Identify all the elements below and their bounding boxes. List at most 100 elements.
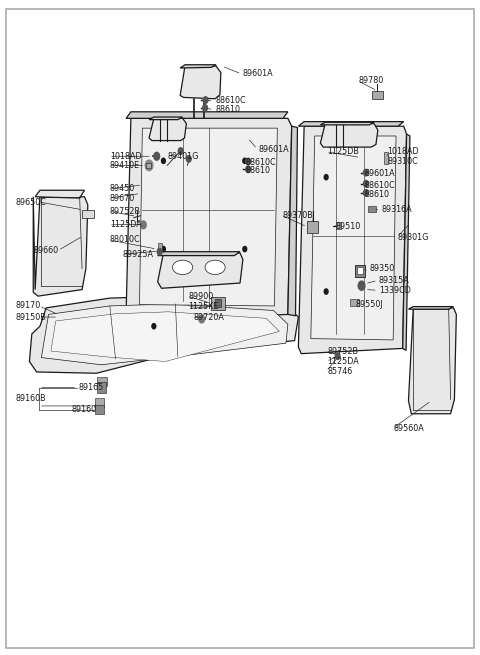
Bar — [372, 91, 383, 99]
Polygon shape — [288, 126, 298, 316]
Polygon shape — [126, 119, 292, 321]
Text: 89650C: 89650C — [15, 198, 46, 206]
Polygon shape — [311, 136, 396, 340]
Circle shape — [203, 97, 208, 103]
Text: 1125DA: 1125DA — [327, 357, 359, 366]
Text: 89370B: 89370B — [282, 210, 313, 219]
Circle shape — [246, 166, 251, 173]
Polygon shape — [157, 252, 240, 255]
Text: 89301G: 89301G — [398, 233, 429, 242]
Text: 89310C: 89310C — [387, 157, 418, 166]
Polygon shape — [299, 122, 404, 126]
Circle shape — [358, 281, 365, 290]
Circle shape — [161, 246, 165, 252]
Polygon shape — [408, 308, 456, 414]
Bar — [97, 377, 107, 386]
Text: 89550J: 89550J — [356, 300, 384, 309]
Polygon shape — [408, 307, 454, 309]
Text: 89401G: 89401G — [167, 152, 199, 160]
Text: 89925A: 89925A — [123, 250, 154, 259]
Text: 89560A: 89560A — [393, 424, 424, 434]
Text: 89720A: 89720A — [193, 313, 224, 322]
Text: 88610: 88610 — [245, 166, 270, 175]
Polygon shape — [149, 119, 186, 141]
Bar — [96, 405, 104, 414]
Text: 89450: 89450 — [110, 185, 135, 193]
Text: 88610C: 88610C — [364, 181, 395, 189]
Polygon shape — [403, 134, 410, 350]
Circle shape — [243, 159, 247, 164]
Ellipse shape — [172, 260, 192, 274]
Circle shape — [186, 156, 191, 162]
Polygon shape — [35, 190, 84, 198]
Text: 1018AD: 1018AD — [387, 147, 419, 156]
Text: 89900: 89900 — [188, 291, 214, 301]
Text: 89660: 89660 — [33, 246, 59, 255]
Text: 89510: 89510 — [336, 222, 361, 231]
Circle shape — [145, 160, 153, 171]
Circle shape — [363, 189, 368, 196]
Text: 89315A: 89315A — [379, 276, 409, 285]
Text: 1125KE: 1125KE — [188, 302, 219, 311]
Circle shape — [154, 153, 159, 160]
Polygon shape — [299, 126, 407, 354]
Circle shape — [178, 148, 183, 155]
Text: 89165: 89165 — [78, 383, 104, 392]
Text: 89170: 89170 — [15, 301, 40, 310]
Bar — [211, 297, 225, 310]
Text: 1339CD: 1339CD — [379, 286, 411, 295]
Polygon shape — [41, 304, 288, 365]
Circle shape — [335, 353, 340, 360]
Circle shape — [199, 315, 204, 323]
Text: 89670: 89670 — [110, 194, 135, 202]
Circle shape — [152, 324, 156, 329]
Text: 1018AD: 1018AD — [110, 152, 142, 160]
Polygon shape — [29, 296, 299, 373]
Polygon shape — [180, 65, 216, 68]
Text: 89601A: 89601A — [242, 69, 273, 79]
Bar — [350, 299, 359, 306]
Circle shape — [243, 246, 247, 252]
Circle shape — [324, 174, 328, 179]
Text: 88610: 88610 — [364, 191, 389, 199]
Text: 89160B: 89160B — [15, 394, 46, 403]
Text: 89752B: 89752B — [327, 346, 358, 356]
Text: 89601A: 89601A — [258, 145, 289, 153]
Circle shape — [141, 221, 146, 229]
Circle shape — [246, 159, 251, 165]
Bar — [368, 206, 376, 212]
Circle shape — [203, 105, 207, 111]
Circle shape — [161, 159, 165, 164]
Circle shape — [324, 289, 328, 294]
Text: 89410E: 89410E — [110, 161, 140, 170]
Polygon shape — [321, 124, 378, 147]
Polygon shape — [126, 112, 288, 119]
Circle shape — [363, 170, 368, 176]
Text: 89160: 89160 — [72, 405, 96, 415]
Text: 89780: 89780 — [359, 76, 384, 85]
Polygon shape — [321, 122, 374, 125]
Polygon shape — [51, 312, 279, 362]
Bar — [96, 398, 104, 407]
Polygon shape — [140, 128, 277, 306]
Bar — [384, 153, 388, 164]
Polygon shape — [149, 117, 182, 120]
Text: 85746: 85746 — [327, 367, 352, 376]
Text: 1125DA: 1125DA — [110, 220, 142, 229]
Circle shape — [363, 180, 368, 187]
Bar — [82, 210, 94, 217]
Text: 88010C: 88010C — [110, 235, 141, 244]
Polygon shape — [33, 196, 88, 296]
Text: 89350: 89350 — [369, 263, 395, 272]
Text: 88610: 88610 — [215, 105, 240, 115]
Bar — [307, 221, 318, 233]
Text: 89601A: 89601A — [364, 169, 395, 178]
Bar — [146, 163, 151, 168]
Text: 88610C: 88610C — [245, 158, 276, 166]
Polygon shape — [157, 253, 243, 288]
Text: 89752B: 89752B — [110, 207, 141, 215]
Circle shape — [157, 248, 162, 255]
Ellipse shape — [205, 260, 225, 274]
Bar — [157, 242, 162, 252]
Text: 89150B: 89150B — [15, 312, 46, 322]
